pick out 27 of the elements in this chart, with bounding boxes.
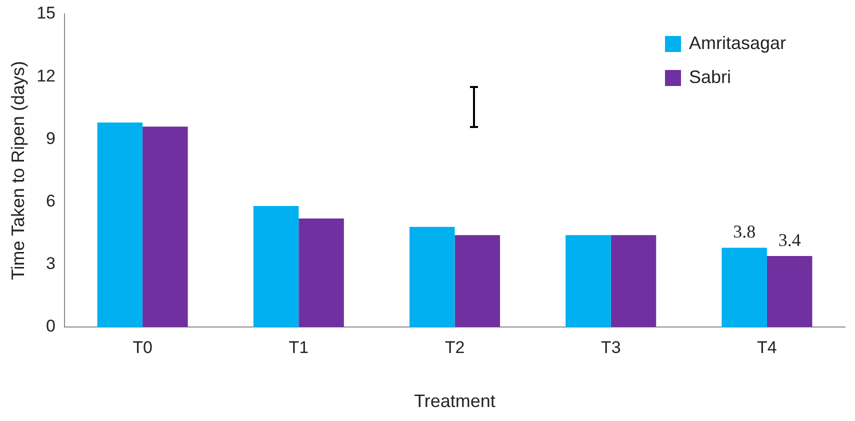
bar: [253, 206, 299, 327]
y-tick-label: 15: [36, 4, 56, 23]
x-tick-label: T4: [757, 338, 777, 357]
y-tick-label: 3: [46, 254, 56, 274]
y-tick-label: 0: [46, 316, 56, 336]
y-tick-label: 12: [36, 66, 56, 86]
legend-label: Sabri: [689, 66, 732, 87]
legend-label: Amritasagar: [689, 32, 786, 53]
bar: [566, 235, 611, 327]
bar: [454, 235, 500, 327]
x-tick-label: T3: [600, 338, 621, 357]
x-tick-label: T2: [444, 338, 465, 357]
bar: [142, 126, 188, 327]
bar: [722, 248, 767, 327]
y-tick-label: 9: [46, 128, 56, 148]
y-tick-label: 6: [46, 191, 56, 210]
bar: [766, 256, 812, 327]
x-axis-title: Treatment: [414, 391, 496, 412]
y-axis-title: Time Taken to Ripen (days): [8, 60, 28, 280]
bar: [610, 235, 656, 327]
data-label: 3.8: [733, 221, 756, 242]
bar: [298, 218, 344, 327]
bar: [409, 226, 455, 327]
x-tick-label: T1: [288, 338, 309, 357]
data-label: 3.4: [778, 230, 801, 250]
bar: [97, 122, 143, 327]
x-tick-label: T0: [132, 338, 152, 357]
